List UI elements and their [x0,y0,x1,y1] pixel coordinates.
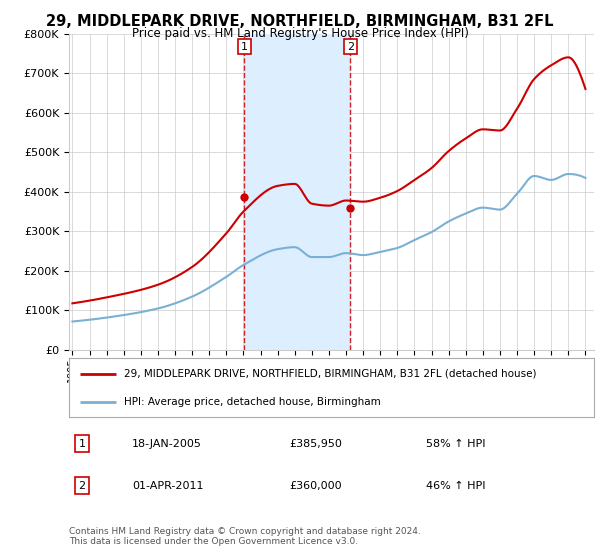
Text: 58% ↑ HPI: 58% ↑ HPI [426,439,485,449]
Text: 1: 1 [241,41,248,52]
Text: £360,000: £360,000 [290,481,342,491]
Text: 2: 2 [79,481,86,491]
Text: 2: 2 [347,41,354,52]
Text: Price paid vs. HM Land Registry's House Price Index (HPI): Price paid vs. HM Land Registry's House … [131,27,469,40]
Text: 18-JAN-2005: 18-JAN-2005 [132,439,202,449]
Text: 46% ↑ HPI: 46% ↑ HPI [426,481,485,491]
Text: Contains HM Land Registry data © Crown copyright and database right 2024.
This d: Contains HM Land Registry data © Crown c… [69,526,421,546]
Text: 1: 1 [79,439,86,449]
Text: 01-APR-2011: 01-APR-2011 [132,481,203,491]
Text: HPI: Average price, detached house, Birmingham: HPI: Average price, detached house, Birm… [124,397,381,407]
Text: 29, MIDDLEPARK DRIVE, NORTHFIELD, BIRMINGHAM, B31 2FL: 29, MIDDLEPARK DRIVE, NORTHFIELD, BIRMIN… [46,14,554,29]
Text: £385,950: £385,950 [290,439,343,449]
Text: 29, MIDDLEPARK DRIVE, NORTHFIELD, BIRMINGHAM, B31 2FL (detached house): 29, MIDDLEPARK DRIVE, NORTHFIELD, BIRMIN… [124,368,536,379]
Bar [244,34,350,350]
